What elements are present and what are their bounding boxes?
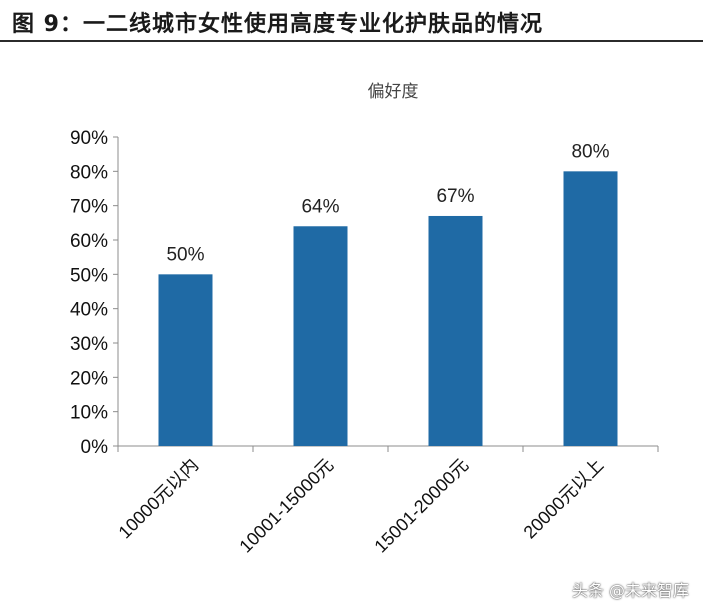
x-tick-label: 10001-15000元 <box>235 455 337 557</box>
title-rule <box>0 40 703 42</box>
y-tick-label: 30% <box>70 334 108 355</box>
bar <box>428 215 483 446</box>
bar <box>158 274 213 446</box>
x-tick-label: 10000元以内 <box>115 455 203 543</box>
y-tick-label: 60% <box>70 231 108 252</box>
y-tick-label: 40% <box>70 300 108 321</box>
bar <box>293 226 348 446</box>
y-tick-label: 90% <box>70 128 108 149</box>
data-label: 50% <box>166 244 204 265</box>
data-label: 64% <box>301 196 339 217</box>
figure-title: 图 9：一二线城市女性使用高度专业化护肤品的情况 <box>12 12 543 37</box>
watermark: 头条 @未来智库 <box>571 581 689 600</box>
y-tick-label: 70% <box>70 197 108 218</box>
data-label: 80% <box>571 141 609 162</box>
data-label: 67% <box>436 186 474 207</box>
figure-header: 图 9：一二线城市女性使用高度专业化护肤品的情况 <box>0 0 703 44</box>
x-tick-label: 15001-20000元 <box>370 455 472 557</box>
y-tick-label: 50% <box>70 265 108 286</box>
y-tick-label: 20% <box>70 368 108 389</box>
chart-title: 偏好度 <box>368 82 419 102</box>
y-tick-label: 10% <box>70 403 108 424</box>
x-tick-label: 20000元以上 <box>520 455 608 543</box>
y-tick-label: 80% <box>70 162 108 183</box>
y-tick-label: 0% <box>81 437 109 458</box>
bar <box>563 171 618 447</box>
